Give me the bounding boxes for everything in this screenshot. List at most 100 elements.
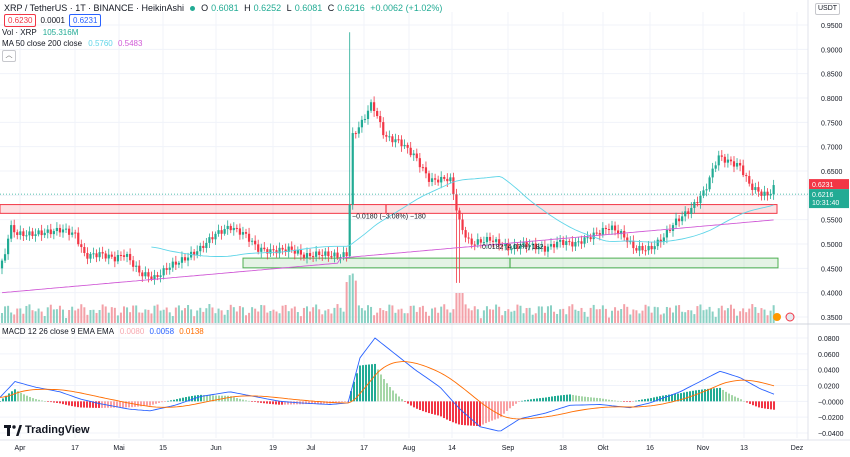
candle-body bbox=[168, 267, 171, 270]
volume-legend: Vol · XRP 105.316M bbox=[2, 28, 79, 37]
macd-histogram-bar bbox=[317, 401, 319, 404]
volume-bar bbox=[601, 305, 604, 323]
volume-bar bbox=[40, 311, 43, 323]
symbol-title[interactable]: XRP / TetherUS · 1T · BINANCE · HeikinAs… bbox=[4, 3, 185, 13]
candle-body bbox=[132, 260, 135, 267]
candle-body bbox=[272, 249, 275, 251]
macd-tick-label: −0.0400 bbox=[818, 431, 844, 438]
currency-button[interactable]: USDT bbox=[815, 3, 841, 15]
ask-button[interactable]: 0.6231 bbox=[68, 14, 102, 27]
macd-histogram-bar bbox=[767, 401, 769, 409]
macd-histogram-bar bbox=[686, 391, 688, 402]
volume-bar bbox=[760, 308, 763, 323]
candle-body bbox=[458, 210, 461, 220]
macd-histogram-bar bbox=[629, 401, 631, 403]
candle-body bbox=[211, 237, 214, 240]
volume-bar bbox=[525, 308, 528, 323]
volume-bar bbox=[729, 304, 732, 323]
volume-bar bbox=[607, 317, 610, 323]
macd-histogram-bar bbox=[338, 401, 340, 403]
macd-histogram-bar bbox=[476, 401, 478, 426]
volume-bar bbox=[717, 308, 720, 323]
volume-bar bbox=[754, 307, 757, 323]
volume-bar bbox=[296, 312, 299, 323]
candle-body bbox=[748, 176, 751, 184]
volume-bar bbox=[495, 304, 498, 323]
candle-body bbox=[443, 176, 446, 179]
candle-body bbox=[412, 153, 415, 156]
candle-body bbox=[165, 268, 168, 270]
macd-histogram-bar bbox=[230, 396, 232, 402]
volume-bar bbox=[452, 309, 455, 323]
macd-histogram-bar bbox=[35, 399, 37, 402]
macd-histogram-bar bbox=[56, 401, 58, 403]
candle-body bbox=[156, 275, 159, 277]
volume-bar bbox=[537, 306, 540, 323]
macd-histogram-bar bbox=[17, 391, 19, 402]
volume-bar bbox=[623, 304, 626, 323]
candle-body bbox=[107, 254, 110, 259]
macd-histogram-bar bbox=[278, 401, 280, 405]
time-tick-label: Jul bbox=[307, 445, 316, 452]
bid-button[interactable]: 0.6230 bbox=[4, 14, 37, 27]
volume-bar bbox=[257, 311, 260, 323]
macd-histogram-bar bbox=[569, 394, 571, 402]
volume-bar bbox=[403, 313, 406, 323]
volume-bar bbox=[641, 310, 644, 323]
candle-body bbox=[522, 241, 525, 246]
volume-bar bbox=[568, 306, 571, 323]
volume-bar bbox=[489, 309, 491, 323]
volume-bar bbox=[446, 309, 449, 323]
candle-body bbox=[739, 163, 742, 166]
macd-histogram-bar bbox=[122, 401, 124, 408]
candle-body bbox=[25, 235, 28, 237]
volume-bar bbox=[287, 311, 290, 323]
macd-tick-label: −0.0000 bbox=[818, 399, 844, 406]
volume-bar bbox=[89, 310, 92, 323]
candle-body bbox=[763, 191, 766, 196]
candle-body bbox=[388, 136, 391, 138]
candle-body bbox=[336, 252, 339, 258]
candle-body bbox=[702, 190, 705, 196]
candle-body bbox=[726, 159, 729, 163]
candle-body bbox=[732, 161, 736, 167]
candle-body bbox=[278, 247, 281, 254]
candle-body bbox=[214, 233, 217, 240]
candle-body bbox=[711, 168, 714, 178]
macd-tick-label: 0.0800 bbox=[818, 336, 840, 343]
candle-body bbox=[470, 238, 473, 245]
volume-bar bbox=[397, 309, 400, 323]
candle-body bbox=[196, 251, 199, 255]
macd-histogram-bar bbox=[392, 390, 394, 402]
candle-body bbox=[92, 253, 95, 255]
macd-histogram-bar bbox=[665, 395, 667, 402]
macd-legend: MACD 12 26 close 9 EMA EMA 0.0080 0.0058… bbox=[2, 327, 204, 336]
collapse-legend-icon[interactable]: ︿ bbox=[2, 50, 16, 62]
volume-bar bbox=[370, 306, 373, 323]
volume-bar bbox=[281, 305, 284, 323]
candle-body bbox=[659, 239, 662, 243]
candle-body bbox=[482, 242, 485, 244]
candle-body bbox=[650, 245, 653, 250]
macd-histogram-bar bbox=[770, 401, 772, 410]
candle-body bbox=[83, 247, 86, 253]
candle-body bbox=[348, 204, 351, 257]
volume-bar bbox=[644, 304, 647, 323]
tradingview-logo[interactable]: TradingView bbox=[4, 424, 90, 436]
macd-histogram-bar bbox=[551, 396, 553, 402]
volume-bar bbox=[678, 305, 681, 323]
last-price-label: 0.6231 bbox=[812, 182, 834, 189]
volume-bar bbox=[748, 308, 751, 323]
volume-bar bbox=[406, 313, 409, 323]
macd-histogram-bar bbox=[2, 398, 4, 402]
candle-body bbox=[610, 225, 614, 230]
macd-histogram-bar bbox=[734, 396, 736, 402]
macd-histogram-bar bbox=[704, 389, 706, 402]
macd-histogram-bar bbox=[443, 401, 445, 419]
candle-body bbox=[671, 225, 675, 231]
volume-bar bbox=[665, 306, 668, 323]
macd-histogram-bar bbox=[140, 401, 142, 407]
volume-bar bbox=[458, 293, 461, 323]
